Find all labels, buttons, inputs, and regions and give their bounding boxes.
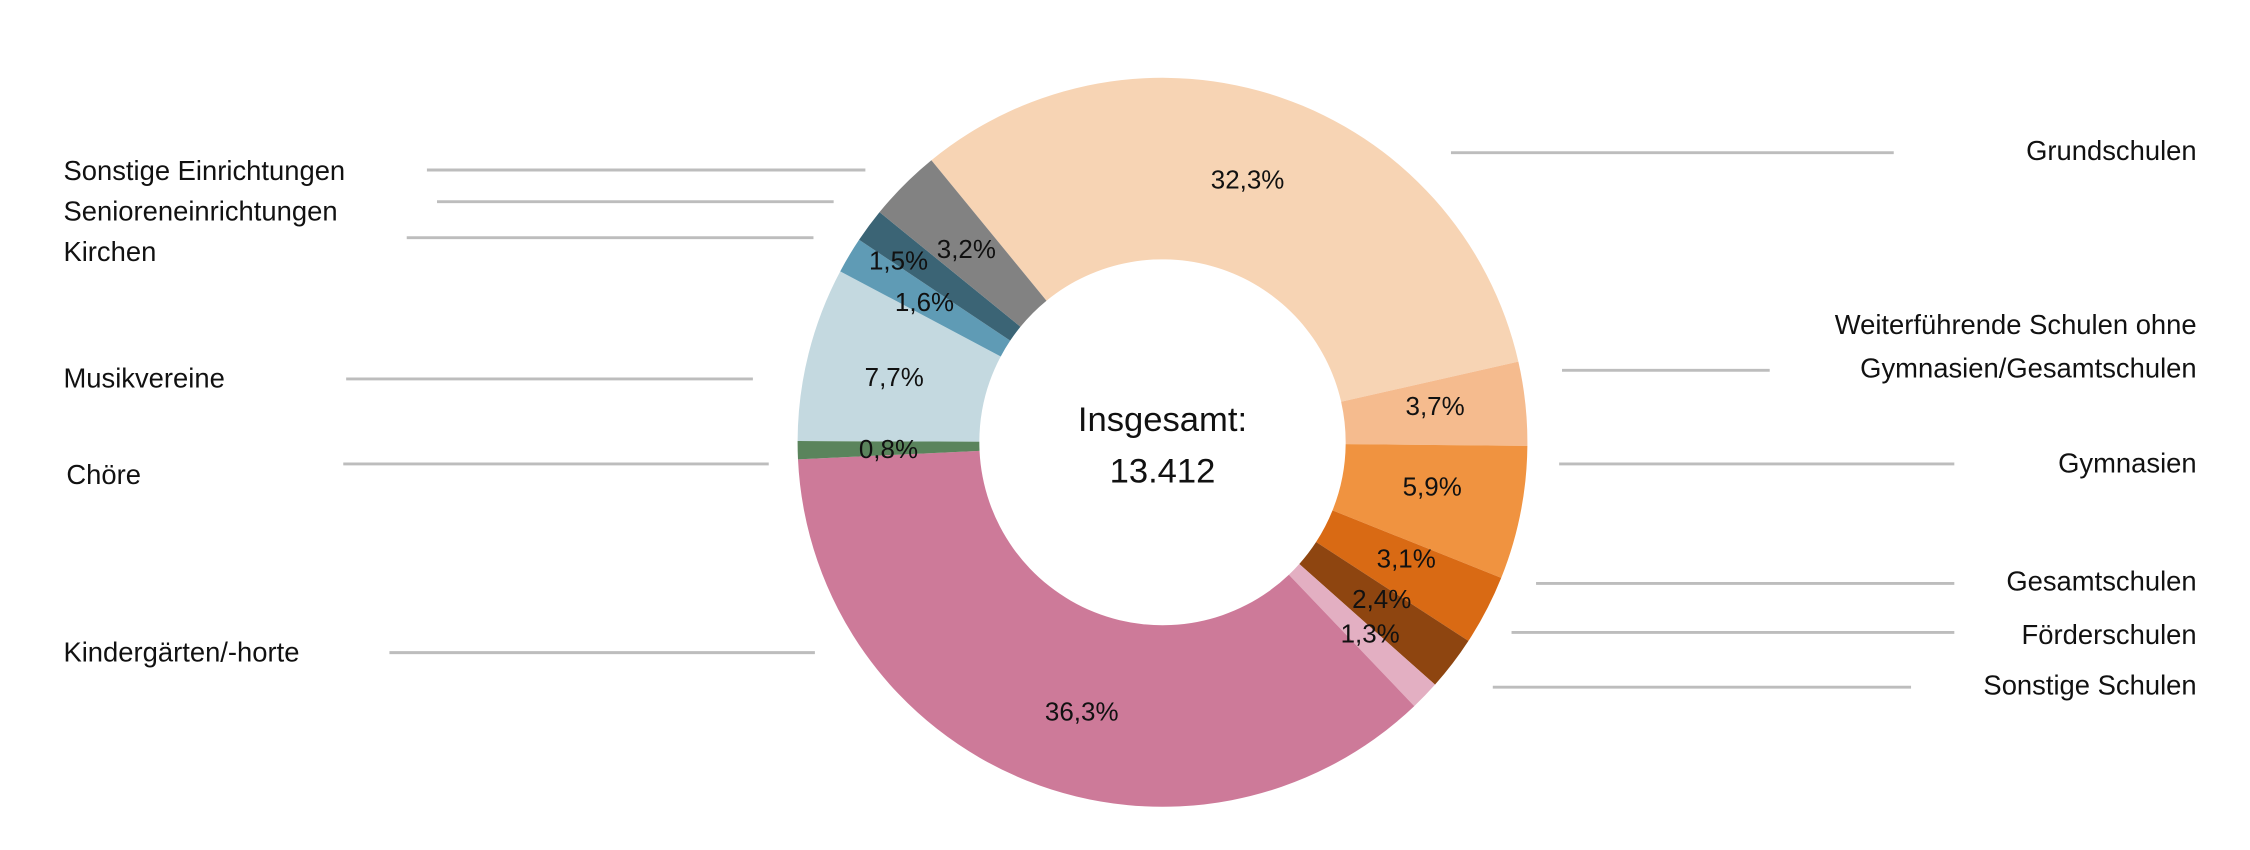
legend-foerderschulen: Förderschulen [2022, 619, 2197, 650]
pct-label-musikvereine: 7,7% [865, 364, 924, 392]
pct-label-kirchen: 1,6% [895, 289, 954, 317]
legend-gymnasien: Gymnasien [2058, 448, 2197, 479]
legend-sonstige-einrichtungen: Sonstige Einrichtungen [63, 155, 345, 186]
slice-chöre [797, 441, 980, 460]
pct-label-gymnasien: 5,9% [1403, 474, 1462, 502]
legend-musikvereine: Musikvereine [63, 363, 224, 394]
legend-kindergaerten: Kindergärten/-horte [63, 636, 299, 667]
slice-kindergärten-horte [797, 450, 1415, 807]
legend-grundschulen: Grundschulen [2026, 135, 2197, 166]
slice-grundschulen [931, 77, 1519, 402]
slice-sonstige-schulen [1288, 563, 1436, 707]
pct-label-grundschulen: 32,3% [1211, 167, 1285, 195]
pct-label-sonstige-schulen: 1,3% [1341, 621, 1400, 649]
legend-weiterfuehrende-line2: Gymnasien/Gesamtschulen [1860, 352, 2196, 383]
legend-senioreneinrichtungen: Senioreneinrichtungen [63, 195, 337, 226]
slices [797, 77, 1528, 807]
slice-senioreneinrichtungen [859, 212, 1021, 341]
pct-label-choere: 0,8% [859, 436, 918, 464]
slice-gymnasien [1332, 444, 1528, 578]
center-total: 13.412 [1110, 453, 1216, 491]
legend-gesamtschulen: Gesamtschulen [2006, 566, 2196, 597]
legend-weiterfuehrende-line1: Weiterführende Schulen ohne [1835, 309, 2197, 340]
slice-kirchen [840, 239, 1011, 357]
slice-sonstige-einrichtungen [879, 160, 1047, 327]
center-title: Insgesamt: [1078, 401, 1247, 439]
pct-label-gesamtschulen: 3,1% [1377, 546, 1436, 574]
legend-kirchen: Kirchen [63, 236, 156, 267]
slice-musikvereine [797, 271, 1001, 442]
pct-label-foerderschulen: 2,4% [1352, 586, 1411, 614]
legend-choere: Chöre [66, 459, 141, 490]
pct-label-kindergaerten: 36,3% [1045, 698, 1119, 726]
slice-förderschulen [1299, 542, 1469, 685]
pct-label-senioren: 1,5% [869, 247, 928, 275]
slice-weiterführende-schulen-ohne [1341, 361, 1528, 446]
legend-sonstige-schulen: Sonstige Schulen [1983, 669, 2196, 700]
slice-gesamtschulen [1316, 510, 1502, 641]
pct-label-weiterfuehrende: 3,7% [1406, 393, 1465, 421]
pct-label-sonstige-einrichtungen: 3,2% [937, 236, 996, 264]
